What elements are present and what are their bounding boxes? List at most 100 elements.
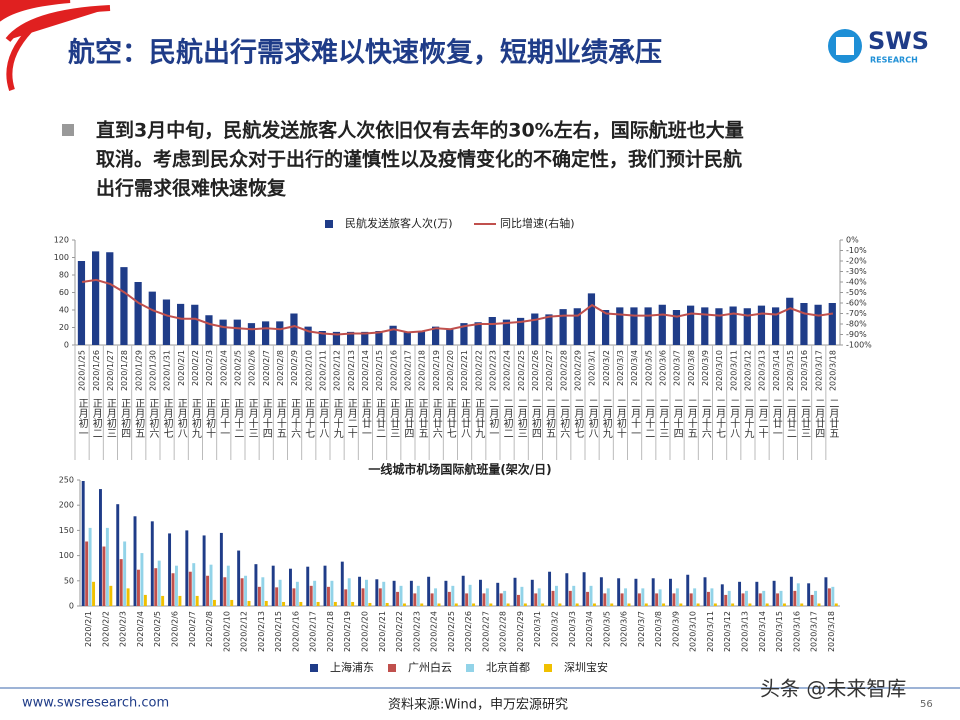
x-tick-label: 2020/3/14	[772, 350, 781, 391]
bar	[474, 322, 482, 345]
lunar-label: 正月十三	[246, 398, 258, 438]
bar	[99, 489, 102, 606]
x-tick-label: 2020/1/30	[148, 350, 157, 391]
bar	[432, 326, 440, 345]
bar	[757, 305, 766, 345]
bullet-marker	[62, 124, 74, 136]
bar	[724, 594, 728, 606]
x-tick-label: 2020/3/5	[644, 350, 653, 386]
x-tick-label: 2020/2/24	[430, 611, 439, 652]
legend-label: 北京首都	[486, 660, 530, 674]
bar	[586, 591, 590, 606]
bar	[271, 565, 275, 606]
bar	[827, 588, 831, 606]
bar	[715, 308, 723, 345]
bar	[772, 307, 780, 345]
x-tick-label: 2020/3/12	[743, 350, 752, 391]
bar	[620, 593, 624, 606]
x-tick-label: 2020/3/15	[786, 350, 795, 391]
bar	[686, 574, 690, 606]
x-tick-label: 2020/2/13	[347, 350, 356, 391]
lunar-label: 正月初三	[104, 398, 116, 438]
y2-tick-label: -90%	[846, 330, 867, 339]
bar	[154, 568, 158, 606]
bar	[447, 591, 451, 606]
y-tick-label: 120	[54, 236, 69, 245]
x-tick-label: 2020/2/6	[171, 611, 180, 647]
lunar-label: 二月初七	[572, 398, 584, 438]
bar	[417, 331, 426, 345]
x-tick-label: 2020/2/26	[464, 611, 473, 652]
bar	[568, 590, 572, 606]
x-tick-label: 2020/3/9	[701, 350, 710, 386]
logo-sub: RESEARCH	[870, 56, 918, 65]
lunar-label: 二月廿三	[799, 398, 811, 438]
footer-url: www.swsresearch.com	[22, 696, 169, 711]
x-tick-label: 2020/3/15	[775, 611, 784, 652]
lunar-label: 正月廿三	[388, 398, 400, 438]
bar	[641, 588, 645, 606]
bar	[551, 590, 555, 606]
bar	[392, 580, 396, 606]
bar	[178, 595, 182, 606]
bar	[140, 553, 144, 606]
bar	[347, 578, 351, 606]
bar	[116, 504, 120, 606]
bar	[831, 586, 835, 606]
lunar-label: 正月廿五	[416, 398, 428, 438]
bar	[299, 601, 303, 606]
bar	[102, 546, 106, 606]
x-tick-label: 2020/2/5	[233, 350, 242, 386]
bar	[479, 579, 482, 606]
y-tick-label: 60	[59, 288, 69, 297]
footer-source: 资料来源:Wind，申万宏源研究	[388, 698, 568, 713]
x-tick-label: 2020/3/4	[630, 350, 639, 386]
bar	[634, 578, 638, 606]
x-tick-label: 2020/3/3	[616, 350, 625, 386]
bar	[499, 593, 503, 606]
bar	[351, 601, 355, 606]
bar	[446, 329, 454, 345]
x-tick-label: 2020/3/4	[585, 611, 594, 647]
bar	[559, 309, 567, 345]
bar	[644, 307, 652, 345]
bar	[672, 593, 676, 606]
bar	[123, 541, 127, 606]
lunar-label: 正月廿一	[359, 398, 371, 438]
lunar-label: 正月初七	[161, 398, 173, 438]
bar	[555, 585, 558, 606]
bar	[807, 583, 811, 606]
bar	[92, 581, 96, 606]
x-tick-label: 2020/3/10	[715, 350, 724, 391]
bar	[332, 331, 341, 345]
bar	[465, 593, 469, 606]
x-tick-label: 2020/3/6	[620, 611, 629, 647]
lunar-label: 二月初四	[529, 398, 541, 438]
y-tick-label: 150	[59, 526, 74, 535]
lunar-label: 二月初六	[558, 398, 570, 438]
bar	[727, 590, 731, 606]
x-tick-label: 2020/2/25	[517, 350, 526, 391]
bar	[482, 593, 486, 606]
legend-swatch	[388, 664, 396, 672]
bar	[743, 308, 751, 345]
bar	[358, 576, 362, 606]
x-tick-label: 2020/3/7	[637, 611, 646, 647]
x-tick-label: 2020/1/28	[120, 350, 129, 391]
lunar-label: 正月初八	[175, 398, 187, 438]
bar	[88, 527, 92, 606]
bar	[318, 331, 326, 345]
lunar-label: 正月初六	[147, 398, 159, 438]
y2-tick-label: -10%	[846, 246, 867, 255]
bar	[738, 581, 742, 606]
bar	[230, 599, 234, 606]
bar	[796, 583, 800, 606]
x-tick-label: 2020/2/4	[136, 611, 145, 647]
bar	[257, 586, 261, 606]
legend-swatch	[466, 664, 474, 672]
x-tick-label: 2020/3/14	[758, 611, 767, 652]
lunar-label: 正月十五	[274, 398, 286, 438]
bar	[776, 593, 780, 606]
x-tick-label: 2020/2/7	[188, 611, 197, 647]
bar	[793, 590, 797, 606]
